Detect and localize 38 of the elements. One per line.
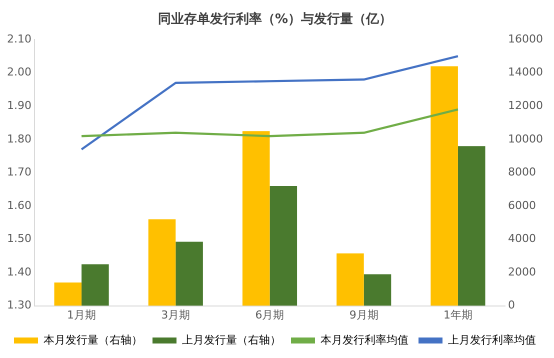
y2-tick-label: 12000	[508, 99, 544, 112]
y-tick-label: 1.70	[6, 166, 32, 179]
legend-label: 本月发行量（右轴）	[44, 333, 142, 346]
y2-tick-label: 2000	[508, 265, 536, 278]
bar	[54, 282, 82, 306]
legend-label: 本月发行利率均值	[320, 333, 408, 346]
legend-label: 上月发行利率均值	[448, 333, 536, 346]
y-tick-label: 1.40	[6, 265, 32, 278]
bar	[148, 219, 176, 306]
x-tick-label: 3月期	[161, 308, 190, 322]
bar	[336, 253, 364, 306]
bar	[364, 274, 392, 306]
y2-tick-label: 4000	[508, 232, 536, 246]
bar	[458, 146, 486, 306]
y-tick-label: 1.60	[6, 198, 32, 212]
x-tick-label: 1月期	[67, 308, 96, 322]
x-tick-label: 9月期	[349, 308, 378, 322]
bar	[430, 66, 458, 306]
y2-tick-label: 10000	[508, 132, 544, 146]
chart-title: 同业存单发行利率（%）与发行量（亿）	[158, 11, 392, 28]
legend-label: 上月发行量（右轴）	[182, 333, 281, 346]
x-tick-label: 6月期	[255, 308, 284, 322]
y2-tick-label: 14000	[508, 66, 544, 79]
bar	[82, 264, 109, 306]
x-tick-label: 1年期	[443, 308, 472, 322]
y-tick-label: 2.00	[6, 66, 32, 79]
bar	[270, 186, 298, 306]
y-tick-label: 2.10	[6, 32, 32, 46]
y2-tick-label: 0	[508, 298, 516, 312]
y-tick-label: 1.80	[6, 132, 32, 146]
y-tick-label: 1.90	[6, 99, 32, 112]
y2-tick-label: 8000	[508, 166, 536, 179]
y2-tick-label: 6000	[508, 198, 536, 212]
y-tick-label: 1.50	[6, 232, 32, 246]
bar	[242, 131, 270, 306]
y2-tick-label: 16000	[508, 32, 544, 46]
bar	[176, 242, 203, 306]
y-tick-label: 1.30	[6, 298, 32, 312]
